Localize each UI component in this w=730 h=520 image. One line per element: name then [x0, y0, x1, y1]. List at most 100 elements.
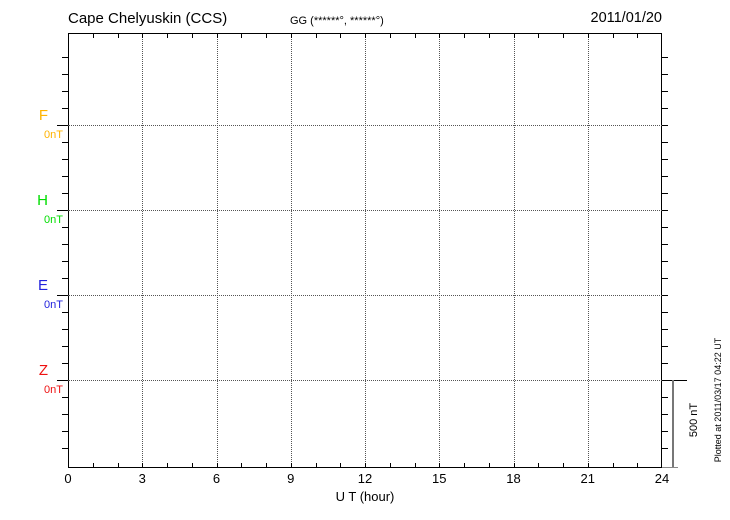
bottom-hour-tick — [167, 463, 168, 468]
top-hour-tick — [439, 33, 441, 38]
x-tick-label-3: 3 — [138, 471, 146, 486]
left-nt-tick — [62, 244, 68, 245]
component-zero-label-H: 0nT — [44, 214, 63, 226]
station-title: Cape Chelyuskin (CCS) — [68, 10, 228, 27]
bottom-hour-tick — [340, 463, 342, 468]
top-hour-tick — [414, 33, 416, 38]
left-nt-tick — [62, 397, 68, 398]
right-nt-tick — [662, 278, 668, 279]
top-hour-tick — [563, 33, 564, 38]
top-hour-tick — [117, 33, 119, 38]
right-nt-tick — [662, 108, 668, 109]
x-tick-label-12: 12 — [357, 471, 373, 486]
right-nt-tick — [662, 261, 668, 262]
baseline-E — [68, 295, 662, 296]
left-nt-tick — [62, 312, 68, 313]
right-nt-tick — [662, 397, 668, 398]
bottom-hour-tick — [117, 463, 119, 468]
right-nt-tick — [662, 227, 668, 228]
top-hour-tick — [340, 33, 342, 38]
bottom-hour-tick — [92, 463, 94, 468]
top-hour-tick — [241, 33, 243, 38]
top-hour-tick — [191, 33, 193, 38]
x-axis-title: U T (hour) — [335, 489, 395, 504]
bottom-hour-tick — [290, 463, 292, 468]
baseline-F — [68, 125, 662, 126]
left-nt-tick — [62, 176, 68, 177]
scale-bar-label: 500 nT — [688, 402, 700, 438]
component-label-Z: Z — [38, 362, 48, 379]
left-nt-tick — [62, 91, 68, 92]
x-tick-label-9: 9 — [287, 471, 295, 486]
plot-date: 2011/01/20 — [590, 10, 663, 26]
baseline-H — [68, 210, 662, 211]
component-zero-label-E: 0nT — [44, 299, 63, 311]
bottom-hour-tick — [612, 463, 614, 468]
bottom-hour-tick — [439, 463, 441, 468]
scale-bar — [672, 380, 674, 468]
bottom-hour-tick — [266, 463, 267, 468]
bottom-hour-tick — [513, 463, 515, 468]
left-nt-tick — [62, 329, 68, 330]
left-nt-tick — [62, 227, 68, 228]
gridline-21h — [587, 33, 589, 468]
x-tick-label-6: 6 — [212, 471, 221, 486]
left-nt-tick — [62, 448, 68, 449]
baseline-Z — [68, 380, 662, 381]
bottom-hour-tick — [637, 463, 639, 468]
gridline-6h — [216, 33, 218, 468]
right-nt-tick — [662, 193, 668, 194]
right-nt-tick — [662, 91, 668, 92]
x-tick-label-0: 0 — [64, 471, 72, 486]
bottom-hour-tick — [365, 463, 366, 468]
right-nt-tick — [662, 414, 668, 415]
left-nt-tick — [62, 363, 68, 364]
left-nt-tick — [62, 108, 68, 109]
left-nt-tick — [62, 193, 68, 194]
top-hour-tick — [612, 33, 614, 38]
right-nt-tick — [662, 346, 668, 347]
left-nt-tick — [62, 74, 68, 75]
component-zero-label-Z: 0nT — [44, 384, 63, 396]
right-nt-tick — [662, 176, 668, 177]
right-nt-tick — [662, 295, 668, 296]
right-nt-tick — [662, 142, 668, 143]
bottom-hour-tick — [216, 463, 218, 468]
gridline-9h — [290, 33, 292, 468]
right-nt-tick — [662, 74, 668, 75]
right-nt-tick — [662, 125, 668, 126]
bottom-hour-tick — [538, 463, 540, 468]
component-label-E: E — [37, 277, 48, 294]
right-nt-tick — [662, 159, 668, 160]
top-hour-tick — [538, 33, 540, 38]
top-hour-tick — [389, 33, 391, 38]
right-nt-tick — [662, 431, 668, 432]
left-baseline-tick — [57, 380, 68, 381]
top-hour-tick — [266, 33, 267, 38]
gridline-3h — [142, 33, 144, 468]
bottom-hour-tick — [587, 463, 589, 468]
left-nt-tick — [62, 159, 68, 160]
left-nt-tick — [62, 278, 68, 279]
x-tick-label-18: 18 — [506, 471, 521, 486]
plotted-at-timestamp: Plotted at 2011/03/17 04:22 UT — [713, 337, 723, 463]
right-nt-tick — [662, 312, 668, 313]
bottom-hour-tick — [315, 463, 317, 468]
bottom-hour-tick — [241, 463, 243, 468]
top-hour-tick — [216, 33, 218, 38]
gridline-15h — [439, 33, 441, 468]
gridline-12h — [365, 33, 366, 468]
top-hour-tick — [365, 33, 366, 38]
left-baseline-tick — [57, 125, 68, 126]
component-label-H: H — [37, 192, 48, 209]
top-hour-tick — [587, 33, 589, 38]
right-nt-tick — [662, 210, 668, 211]
top-hour-tick — [464, 33, 465, 38]
geographic-coordinates: GG (******°, ******°) — [290, 15, 384, 27]
right-nt-tick — [662, 329, 668, 330]
left-baseline-tick — [57, 210, 68, 211]
left-nt-tick — [62, 414, 68, 415]
top-hour-tick — [142, 33, 144, 38]
bottom-hour-tick — [563, 463, 564, 468]
